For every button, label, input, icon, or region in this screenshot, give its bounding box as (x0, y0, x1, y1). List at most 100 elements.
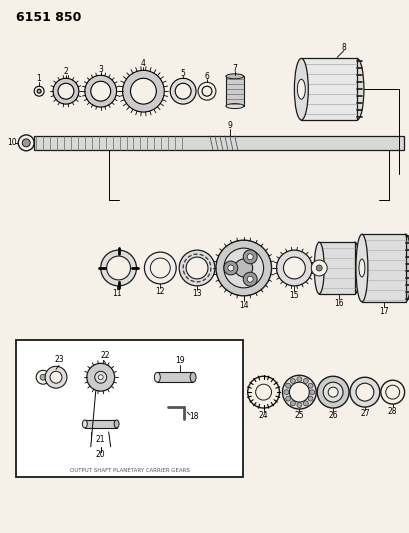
Ellipse shape (313, 242, 324, 294)
Circle shape (303, 401, 308, 406)
Circle shape (34, 86, 44, 96)
Circle shape (327, 387, 337, 397)
Circle shape (380, 380, 404, 404)
Circle shape (234, 259, 252, 277)
Text: 18: 18 (189, 413, 198, 422)
Text: 15: 15 (289, 292, 299, 300)
Circle shape (122, 70, 164, 112)
Text: 11: 11 (112, 289, 121, 298)
Ellipse shape (355, 234, 367, 302)
Circle shape (45, 366, 67, 388)
Ellipse shape (225, 103, 243, 109)
Ellipse shape (82, 420, 87, 428)
Bar (16, 340, 242, 477)
Circle shape (349, 377, 379, 407)
Circle shape (285, 383, 290, 388)
Circle shape (101, 250, 136, 286)
Circle shape (385, 385, 399, 399)
Circle shape (255, 384, 271, 400)
Text: 2: 2 (63, 67, 68, 76)
Circle shape (310, 260, 326, 276)
Circle shape (307, 383, 312, 388)
Circle shape (186, 257, 207, 279)
Circle shape (283, 390, 288, 394)
Text: 6: 6 (204, 72, 209, 81)
Circle shape (90, 81, 110, 101)
Text: 22: 22 (101, 351, 110, 360)
Circle shape (130, 78, 156, 104)
Text: 14: 14 (238, 301, 248, 310)
Text: OUTPUT SHAFT PLANETARY CARRIER GEARS: OUTPUT SHAFT PLANETARY CARRIER GEARS (70, 468, 189, 473)
Text: 16: 16 (333, 299, 343, 308)
Circle shape (223, 261, 237, 275)
Circle shape (22, 139, 30, 147)
Bar (157, 372, 193, 382)
Circle shape (322, 382, 342, 402)
Circle shape (290, 401, 294, 406)
Text: 5: 5 (180, 69, 185, 78)
Circle shape (285, 396, 290, 401)
Text: 27: 27 (359, 409, 369, 418)
Ellipse shape (190, 372, 196, 382)
Ellipse shape (358, 259, 364, 277)
Text: 19: 19 (175, 356, 184, 365)
Circle shape (58, 83, 74, 99)
Circle shape (307, 396, 312, 401)
Text: 4: 4 (141, 59, 146, 68)
Circle shape (36, 370, 50, 384)
Text: 9: 9 (227, 122, 232, 131)
Circle shape (179, 250, 214, 286)
Text: 8: 8 (341, 43, 346, 52)
Circle shape (282, 375, 315, 409)
Bar (361, 234, 405, 302)
Circle shape (227, 265, 233, 271)
Ellipse shape (294, 59, 308, 120)
Circle shape (290, 378, 294, 383)
Bar (34, 136, 402, 150)
Text: 21: 21 (96, 435, 105, 445)
Circle shape (106, 256, 130, 280)
Bar (85, 420, 116, 428)
Circle shape (315, 265, 321, 271)
Circle shape (94, 372, 106, 383)
Circle shape (317, 376, 348, 408)
Ellipse shape (297, 79, 305, 99)
Text: 7: 7 (232, 64, 237, 73)
Text: 3: 3 (98, 65, 103, 74)
Bar (319, 242, 354, 294)
Ellipse shape (225, 74, 243, 79)
Circle shape (243, 272, 256, 286)
Circle shape (40, 374, 46, 380)
Circle shape (37, 89, 41, 93)
Circle shape (53, 78, 79, 104)
Circle shape (216, 240, 271, 296)
Circle shape (276, 250, 312, 286)
Text: 26: 26 (328, 411, 337, 421)
Text: 1: 1 (36, 74, 40, 83)
Circle shape (198, 82, 216, 100)
Circle shape (309, 390, 314, 394)
Circle shape (247, 276, 252, 282)
Ellipse shape (154, 372, 160, 382)
Text: 28: 28 (387, 407, 396, 416)
Circle shape (170, 78, 196, 104)
Circle shape (223, 248, 263, 288)
Text: 6151 850: 6151 850 (16, 11, 81, 24)
Bar (301, 59, 356, 120)
Ellipse shape (349, 59, 363, 120)
Text: 13: 13 (192, 289, 201, 298)
Circle shape (355, 383, 373, 401)
Text: 25: 25 (294, 411, 303, 421)
Circle shape (144, 252, 176, 284)
Circle shape (87, 364, 115, 391)
Text: 23: 23 (54, 355, 64, 364)
Circle shape (283, 257, 305, 279)
Ellipse shape (399, 234, 409, 302)
Circle shape (85, 75, 116, 107)
Circle shape (289, 382, 308, 402)
Text: 10: 10 (7, 139, 17, 147)
Bar (225, 76, 243, 106)
Ellipse shape (349, 242, 359, 294)
Circle shape (303, 378, 308, 383)
Circle shape (296, 402, 301, 408)
